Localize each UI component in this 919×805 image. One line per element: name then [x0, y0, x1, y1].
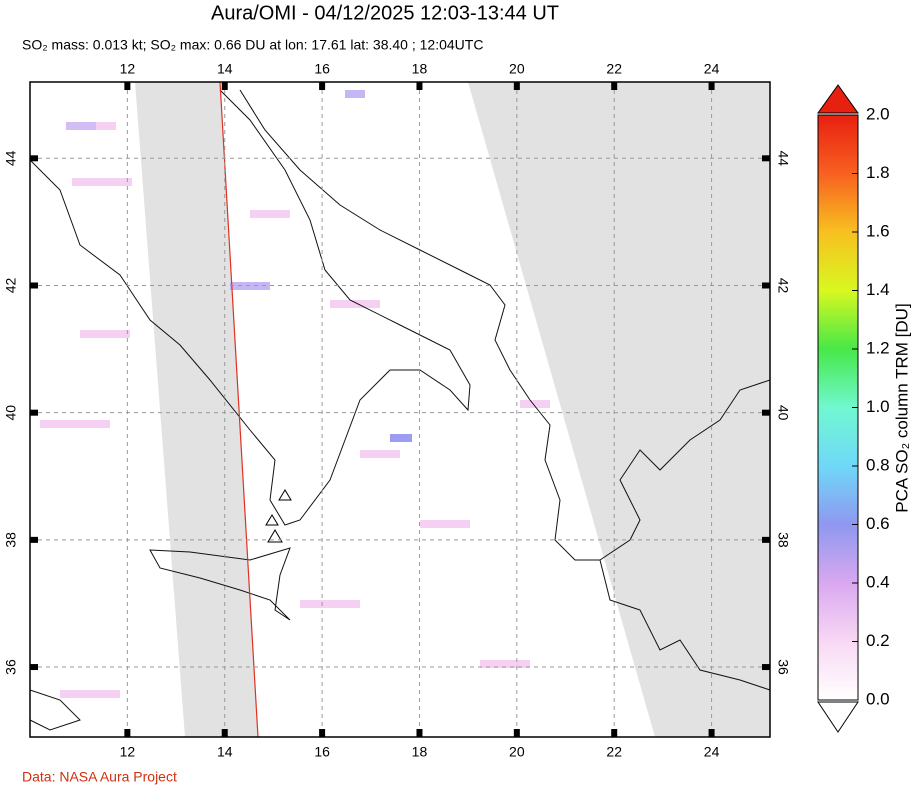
tick-mark: [762, 409, 770, 416]
y-tick-label: 38: [3, 532, 19, 548]
tick-mark: [124, 729, 131, 737]
colorbar-tick-label: 0.2: [866, 631, 890, 650]
y-tick-label: 42: [775, 278, 791, 294]
tick-mark: [30, 409, 38, 416]
colorbar-tick-label: 0.6: [866, 514, 890, 533]
colorbar-tick-label: 1.4: [866, 280, 890, 299]
tick-mark: [513, 729, 520, 737]
y-tick-label: 40: [3, 405, 19, 421]
y-tick-label: 38: [775, 532, 791, 548]
colorbar-tick-label: 0.8: [866, 455, 890, 474]
x-tick-label: 24: [704, 744, 720, 760]
y-tick-label: 36: [3, 659, 19, 675]
x-tick-label: 16: [314, 61, 330, 77]
x-tick-label: 12: [120, 744, 136, 760]
x-tick-label: 16: [314, 744, 330, 760]
tick-mark: [708, 729, 715, 737]
tick-mark: [30, 664, 38, 671]
x-tick-label: 22: [606, 744, 622, 760]
colorbar-tick-label: 1.2: [866, 338, 890, 357]
x-tick-label: 18: [412, 61, 428, 77]
tick-mark: [762, 155, 770, 162]
colorbar-tick-label: 1.8: [866, 163, 890, 182]
x-tick-label: 22: [606, 61, 622, 77]
colorbar-tick-label: 0.0: [866, 689, 890, 708]
tick-mark: [513, 82, 520, 90]
y-tick-label: 44: [3, 150, 19, 166]
x-tick-label: 14: [217, 61, 233, 77]
colorbar-tick-label: 1.6: [866, 221, 890, 240]
no-data-swath: [468, 82, 770, 737]
x-tick-label: 14: [217, 744, 233, 760]
tick-mark: [30, 155, 38, 162]
x-tick-label: 20: [509, 61, 525, 77]
orbit-track: [219, 81, 259, 738]
tick-mark: [30, 536, 38, 543]
tick-mark: [762, 664, 770, 671]
x-tick-label: 24: [704, 61, 720, 77]
tick-mark: [319, 729, 326, 737]
map-frame: [29, 81, 771, 738]
x-tick-label: 20: [509, 744, 525, 760]
colorbar-tick-label: 0.4: [866, 572, 890, 591]
tick-mark: [611, 729, 618, 737]
tick-mark: [221, 729, 228, 737]
tick-mark: [416, 82, 423, 90]
colorbar-label: PCA SO₂ column TRM [DU]: [892, 303, 911, 512]
credit: Data: NASA Aura Project: [22, 769, 177, 785]
tick-mark: [416, 729, 423, 737]
tick-mark: [30, 282, 38, 289]
colorbar: [817, 114, 859, 701]
y-tick-label: 36: [775, 659, 791, 675]
colorbar-max-arrow: [817, 84, 859, 114]
no-data-swath: [135, 82, 258, 737]
tick-mark: [708, 82, 715, 90]
tick-mark: [762, 282, 770, 289]
colorbar-min-arrow: [817, 701, 859, 733]
colorbar-tick-label: 1.0: [866, 397, 890, 416]
colorbar-tick-label: 2.0: [866, 104, 890, 123]
y-tick-label: 42: [3, 277, 19, 293]
so2-pixels: [40, 90, 550, 698]
volcanoes: [265, 489, 292, 543]
y-tick-label: 44: [775, 151, 791, 167]
tick-mark: [221, 82, 228, 90]
x-tick-label: 18: [412, 744, 428, 760]
grid: [30, 82, 770, 737]
subtitle: SO₂ mass: 0.013 kt; SO₂ max: 0.66 DU at …: [22, 37, 483, 53]
tick-mark: [762, 536, 770, 543]
tick-mark: [124, 82, 131, 90]
title: Aura/OMI - 04/12/2025 12:03-13:44 UT: [211, 2, 559, 24]
x-tick-label: 12: [120, 61, 136, 77]
tick-mark: [611, 82, 618, 90]
map-area: [29, 81, 771, 738]
tick-mark: [319, 82, 326, 90]
y-tick-label: 40: [775, 405, 791, 421]
